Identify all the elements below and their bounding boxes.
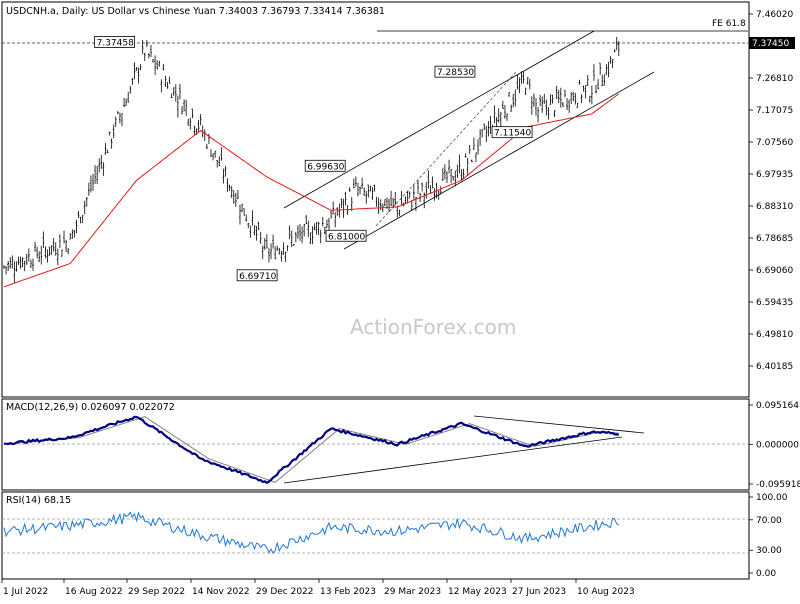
price-panel-title: USDCNH.a, Daily: US Dollar vs Chinese Yu… xyxy=(6,6,385,17)
price-tick-label: 7.17075 xyxy=(756,106,793,116)
price-annotation-label: 6.69710 xyxy=(239,272,276,282)
trend-channel xyxy=(283,30,655,250)
price-annotation-label: 6.81000 xyxy=(328,232,365,242)
rsi-tick-label: 30.00 xyxy=(756,546,782,556)
price-panel-frame xyxy=(1,1,750,398)
price-tick-label: 6.40185 xyxy=(756,362,793,372)
price-annotation-box xyxy=(325,229,367,242)
price-tick-label: 6.78685 xyxy=(756,234,793,244)
date-tick-label: 16 Aug 2022 xyxy=(65,587,123,597)
price-annotation-box xyxy=(304,159,346,172)
date-tick-label: 29 Mar 2023 xyxy=(384,587,441,597)
date-tick-label: 27 Jun 2023 xyxy=(512,587,566,597)
macd-resistance-line xyxy=(473,415,645,434)
macd-tick-label: 0.095164 xyxy=(756,401,799,411)
price-annotation-label: 7.11540 xyxy=(494,129,531,139)
fe-label: FE 61.8 xyxy=(712,19,746,29)
price-annotation-label: 7.37458 xyxy=(97,38,134,48)
macd-panel-title: MACD(12,26,9) 0.026097 0.022072 xyxy=(6,402,175,413)
date-tick-label: 12 May 2023 xyxy=(448,587,507,597)
channel-upper-line xyxy=(283,30,595,209)
price-tick-label: 6.69060 xyxy=(756,266,793,276)
date-tick-label: 10 Aug 2023 xyxy=(577,587,635,597)
macd-tick-label: 0.000000 xyxy=(756,440,799,450)
watermark: ActionForex.com xyxy=(350,315,516,339)
macd-tick-label: -0.095918 xyxy=(756,480,800,490)
current-price-text: 7.37450 xyxy=(752,39,789,49)
rsi-tick-label: 0.00 xyxy=(756,569,776,579)
price-tick-label: 7.46020 xyxy=(756,10,793,20)
price-annotation-box xyxy=(434,65,476,78)
rsi-tick-label: 100.00 xyxy=(756,493,788,503)
channel-lower-line xyxy=(343,71,655,250)
macd-axis: 0.095164 0.000000 -0.095918 xyxy=(749,401,800,490)
date-tick-label: 14 Nov 2022 xyxy=(192,587,250,597)
rsi-panel-frame xyxy=(1,491,750,580)
moving-average-line xyxy=(3,93,620,288)
date-tick-label: 13 Feb 2023 xyxy=(320,587,376,597)
price-annotation-box xyxy=(491,126,533,139)
date-tick-label: 29 Dec 2022 xyxy=(256,587,314,597)
rsi-panel-title: RSI(14) 68.15 xyxy=(6,495,71,506)
price-annotation-label: 7.28530 xyxy=(437,68,474,78)
date-tick-label: 1 Jul 2022 xyxy=(3,587,48,597)
price-annotation-box xyxy=(94,36,136,48)
macd-signal-line xyxy=(4,416,619,483)
macd-line xyxy=(4,415,619,485)
price-tick-label: 6.88310 xyxy=(756,202,793,212)
macd-support-line xyxy=(283,436,623,484)
price-annotations: 7.37458 6.99630 6.69710 6.81000 7.28530 7.115… xyxy=(94,36,533,282)
price-tick-label: 6.59435 xyxy=(756,298,793,308)
rsi-tick-label: 70.00 xyxy=(756,516,782,526)
price-axis: 7.460207.367457.268107.170757.075606.979… xyxy=(749,10,793,372)
price-tick-label: 7.26810 xyxy=(756,74,793,84)
price-tick-label: 7.07560 xyxy=(756,138,793,148)
price-annotation-box xyxy=(236,269,278,282)
price-tick-label: 6.49810 xyxy=(756,330,793,340)
price-tick-label: 6.97935 xyxy=(756,170,793,180)
rsi-line xyxy=(3,511,620,554)
date-axis: 1 Jul 2022 16 Aug 2022 29 Sep 2022 14 Nov 2… xyxy=(1,579,635,597)
projection-line xyxy=(375,71,517,227)
current-price-tag: 7.37450 xyxy=(749,37,795,49)
rsi-axis: 100.00 70.00 30.00 0.00 xyxy=(749,493,788,579)
price-annotation-label: 6.99630 xyxy=(307,162,344,172)
date-tick-label: 29 Sep 2022 xyxy=(128,587,185,597)
price-candles xyxy=(3,36,620,284)
